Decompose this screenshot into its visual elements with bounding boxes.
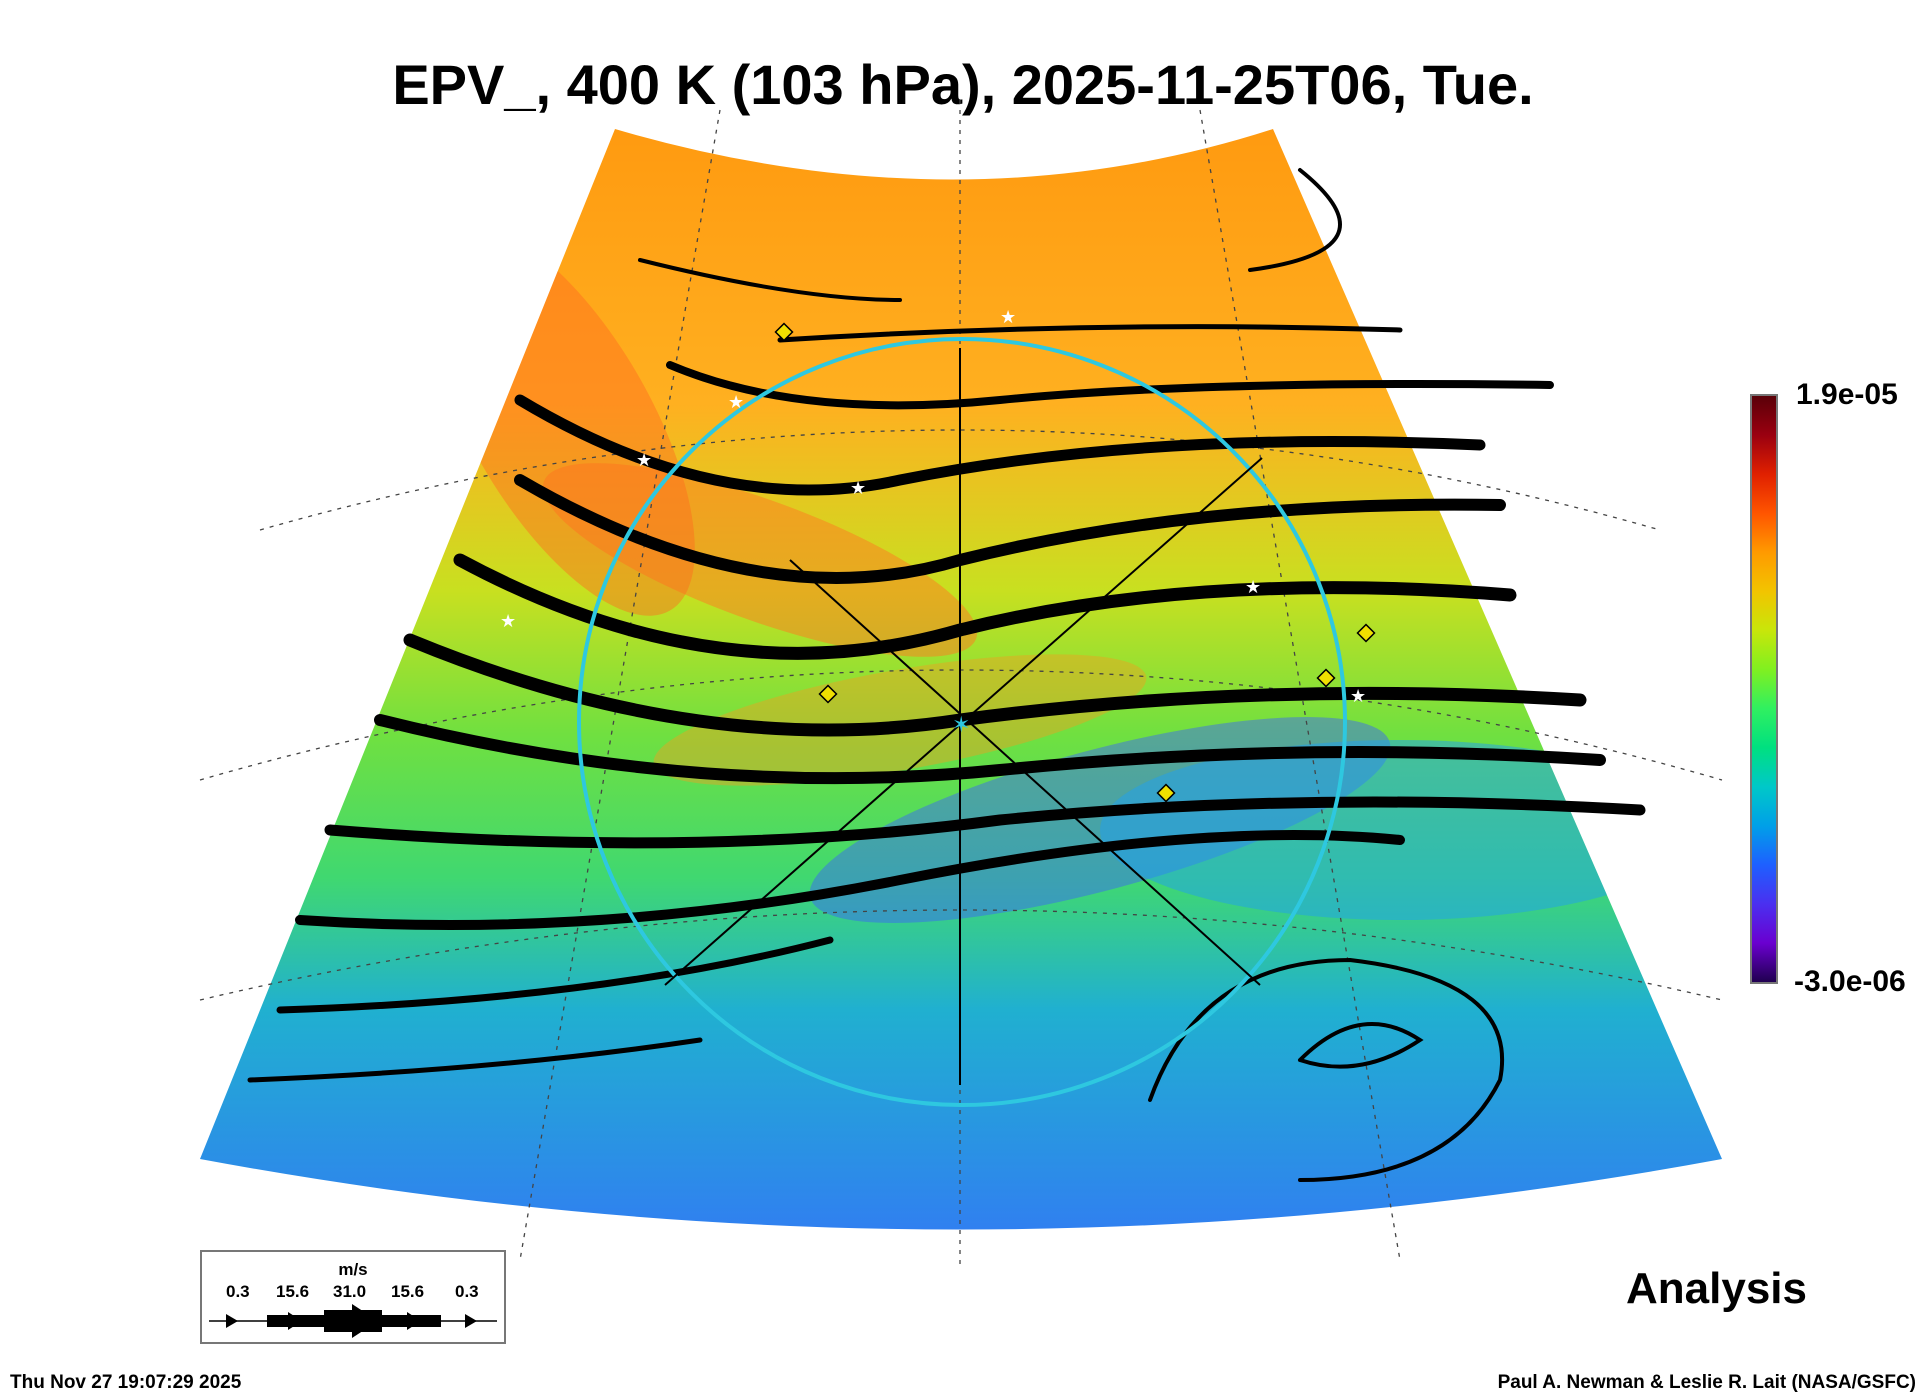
footer-timestamp: Thu Nov 27 19:07:29 2025 — [10, 1372, 242, 1393]
wind-speed-legend: m/s 0.3 15.6 31.0 15.6 0.3 — [200, 1250, 506, 1344]
range-circle — [577, 337, 1347, 1107]
star-markers: ★ ★ ★ ★ ★ ★ ★ ★ — [500, 307, 1484, 706]
plot-title: EPV_, 400 K (103 hPa), 2025-11-25T06, Tu… — [392, 53, 1534, 116]
colorbar-min-label: -3.0e-06 — [1794, 965, 1906, 998]
colorbar — [1750, 394, 1778, 984]
legend-value: 15.6 — [391, 1282, 425, 1301]
center-star-icon: ✶ — [952, 712, 970, 737]
cross-section-lines — [664, 348, 1263, 1085]
svg-text:★: ★ — [1000, 307, 1016, 327]
legend-value: 31.0 — [333, 1282, 367, 1301]
svg-text:★: ★ — [728, 392, 744, 412]
svg-text:★: ★ — [850, 478, 866, 498]
diamond-markers — [774, 322, 1376, 803]
legend-value: 0.3 — [455, 1282, 479, 1301]
footer-credit: Paul A. Newman & Leslie R. Lait (NASA/GS… — [1497, 1372, 1916, 1393]
analysis-label: Analysis — [1626, 1264, 1807, 1313]
legend-value: 0.3 — [226, 1282, 250, 1301]
svg-text:★: ★ — [1468, 524, 1484, 544]
svg-text:★: ★ — [636, 450, 652, 470]
svg-text:★: ★ — [1245, 577, 1261, 597]
legend-arrows — [209, 1304, 497, 1338]
svg-text:★: ★ — [500, 611, 516, 631]
svg-text:★: ★ — [1350, 686, 1366, 706]
legend-units: m/s — [338, 1260, 368, 1279]
legend-value: 15.6 — [276, 1282, 310, 1301]
colorbar-max-label: 1.9e-05 — [1796, 378, 1898, 411]
